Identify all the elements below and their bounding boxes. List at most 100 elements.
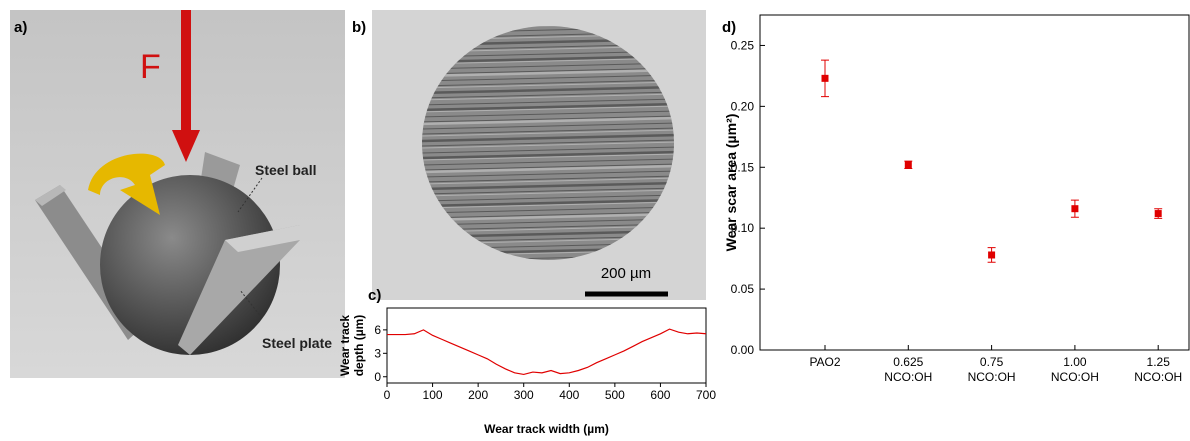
stripe xyxy=(422,129,674,137)
y-tick-label: 6 xyxy=(374,323,381,337)
stripe xyxy=(422,212,674,222)
y-axis-label: Wear track xyxy=(338,315,352,376)
x-tick-label: 100 xyxy=(423,388,443,402)
stripe xyxy=(422,139,674,147)
stripe xyxy=(422,206,674,214)
stripe xyxy=(422,187,674,195)
panel-a: a) F Steel ball Steel plate xyxy=(10,10,345,378)
stripe xyxy=(422,81,674,89)
stripe xyxy=(422,211,674,219)
front-plate xyxy=(178,225,300,355)
y-tick-label: 0.00 xyxy=(731,343,755,357)
stripe xyxy=(422,223,674,231)
x-tick-label: PAO2 xyxy=(809,355,840,369)
stripe xyxy=(422,164,674,174)
y-tick-label: 3 xyxy=(374,346,381,360)
stripe xyxy=(422,115,674,123)
panel-b: 200 µm b) xyxy=(352,10,706,300)
steel-ball xyxy=(100,175,280,355)
point xyxy=(1071,205,1079,213)
x-tick-label: NCO:OH xyxy=(968,370,1016,384)
x-axis-label: Wear track width (µm) xyxy=(484,422,609,436)
rotation-arrow xyxy=(88,153,165,215)
x-tick-label: 600 xyxy=(650,388,670,402)
stripe xyxy=(422,62,674,70)
x-tick-label: 0.75 xyxy=(980,355,1004,369)
y-tick-label: 0.25 xyxy=(731,38,755,52)
stripe xyxy=(422,153,674,161)
y-tick-label: 0.10 xyxy=(731,221,755,235)
stripe xyxy=(422,67,674,75)
x-tick-label: NCO:OH xyxy=(1134,370,1182,384)
stripe xyxy=(422,122,674,130)
x-tick-label: NCO:OH xyxy=(884,370,932,384)
stripe xyxy=(422,181,674,191)
stripe xyxy=(422,105,674,113)
y-axis-label: Wear scar area (µm²) xyxy=(723,114,739,252)
force-arrow-head xyxy=(172,130,200,162)
x-tick-label: 200 xyxy=(468,388,488,402)
stripe xyxy=(422,85,674,95)
stripe xyxy=(422,141,674,149)
stripe xyxy=(422,110,674,118)
force-label: F xyxy=(140,48,161,86)
x-tick-label: 400 xyxy=(559,388,579,402)
stripe xyxy=(422,198,674,208)
charts: c) 0 100 200 300 400 500 600 700 0 3 6 Wear track wi… xyxy=(338,14,1190,436)
force-arrow-shaft xyxy=(181,10,191,135)
stripe xyxy=(422,189,674,197)
front-plate-top xyxy=(225,225,300,252)
left-plate-top xyxy=(35,185,66,206)
panel-label: c) xyxy=(368,287,381,304)
stripe xyxy=(422,93,674,101)
y-tick-label: 0.15 xyxy=(731,160,755,174)
stripe xyxy=(422,177,674,185)
stripe xyxy=(422,170,674,178)
stripe xyxy=(422,150,674,160)
point xyxy=(988,251,996,259)
x-tick-label: 1.00 xyxy=(1063,355,1087,369)
point xyxy=(821,74,829,82)
leader-line xyxy=(237,177,263,213)
stripe xyxy=(422,98,674,106)
stripe xyxy=(422,102,674,112)
x-tick-label: 300 xyxy=(514,388,534,402)
stripe xyxy=(422,201,674,209)
plot-frame xyxy=(386,307,707,384)
profile-line xyxy=(387,328,707,376)
ball-label: Steel ball xyxy=(255,162,316,178)
stripe xyxy=(422,133,674,143)
y-tick-label: 0.20 xyxy=(731,99,755,113)
stripe xyxy=(422,79,674,87)
scale-bar-label: 200 µm xyxy=(601,265,651,282)
stripe xyxy=(422,175,674,183)
panel-label: a) xyxy=(14,19,27,36)
plate-label: Steel plate xyxy=(262,335,332,351)
stripe xyxy=(422,146,674,154)
x-tick-label: 700 xyxy=(696,388,716,402)
stripe xyxy=(422,68,674,78)
x-tick-label: 0 xyxy=(384,388,391,402)
y-tick-label: 0 xyxy=(374,370,381,384)
panel-label: b) xyxy=(352,19,366,36)
stripe xyxy=(422,194,674,202)
x-tick-label: NCO:OH xyxy=(1051,370,1099,384)
stripe xyxy=(422,127,674,135)
stripe xyxy=(422,158,674,166)
panel-label: d) xyxy=(722,19,736,36)
stripe xyxy=(422,218,674,226)
x-tick-label: 1.25 xyxy=(1147,355,1171,369)
point xyxy=(904,161,912,169)
x-tick-label: 500 xyxy=(605,388,625,402)
point xyxy=(1154,210,1162,218)
plot-frame xyxy=(759,14,1190,351)
stripe xyxy=(422,91,674,99)
y-tick-label: 0.05 xyxy=(731,282,755,296)
stripe xyxy=(422,116,674,126)
leader-line xyxy=(239,289,263,319)
x-tick-label: 0.625 xyxy=(893,355,923,369)
stripe xyxy=(422,74,674,82)
stripe xyxy=(422,163,674,171)
y-axis-label: depth (µm) xyxy=(352,315,366,377)
